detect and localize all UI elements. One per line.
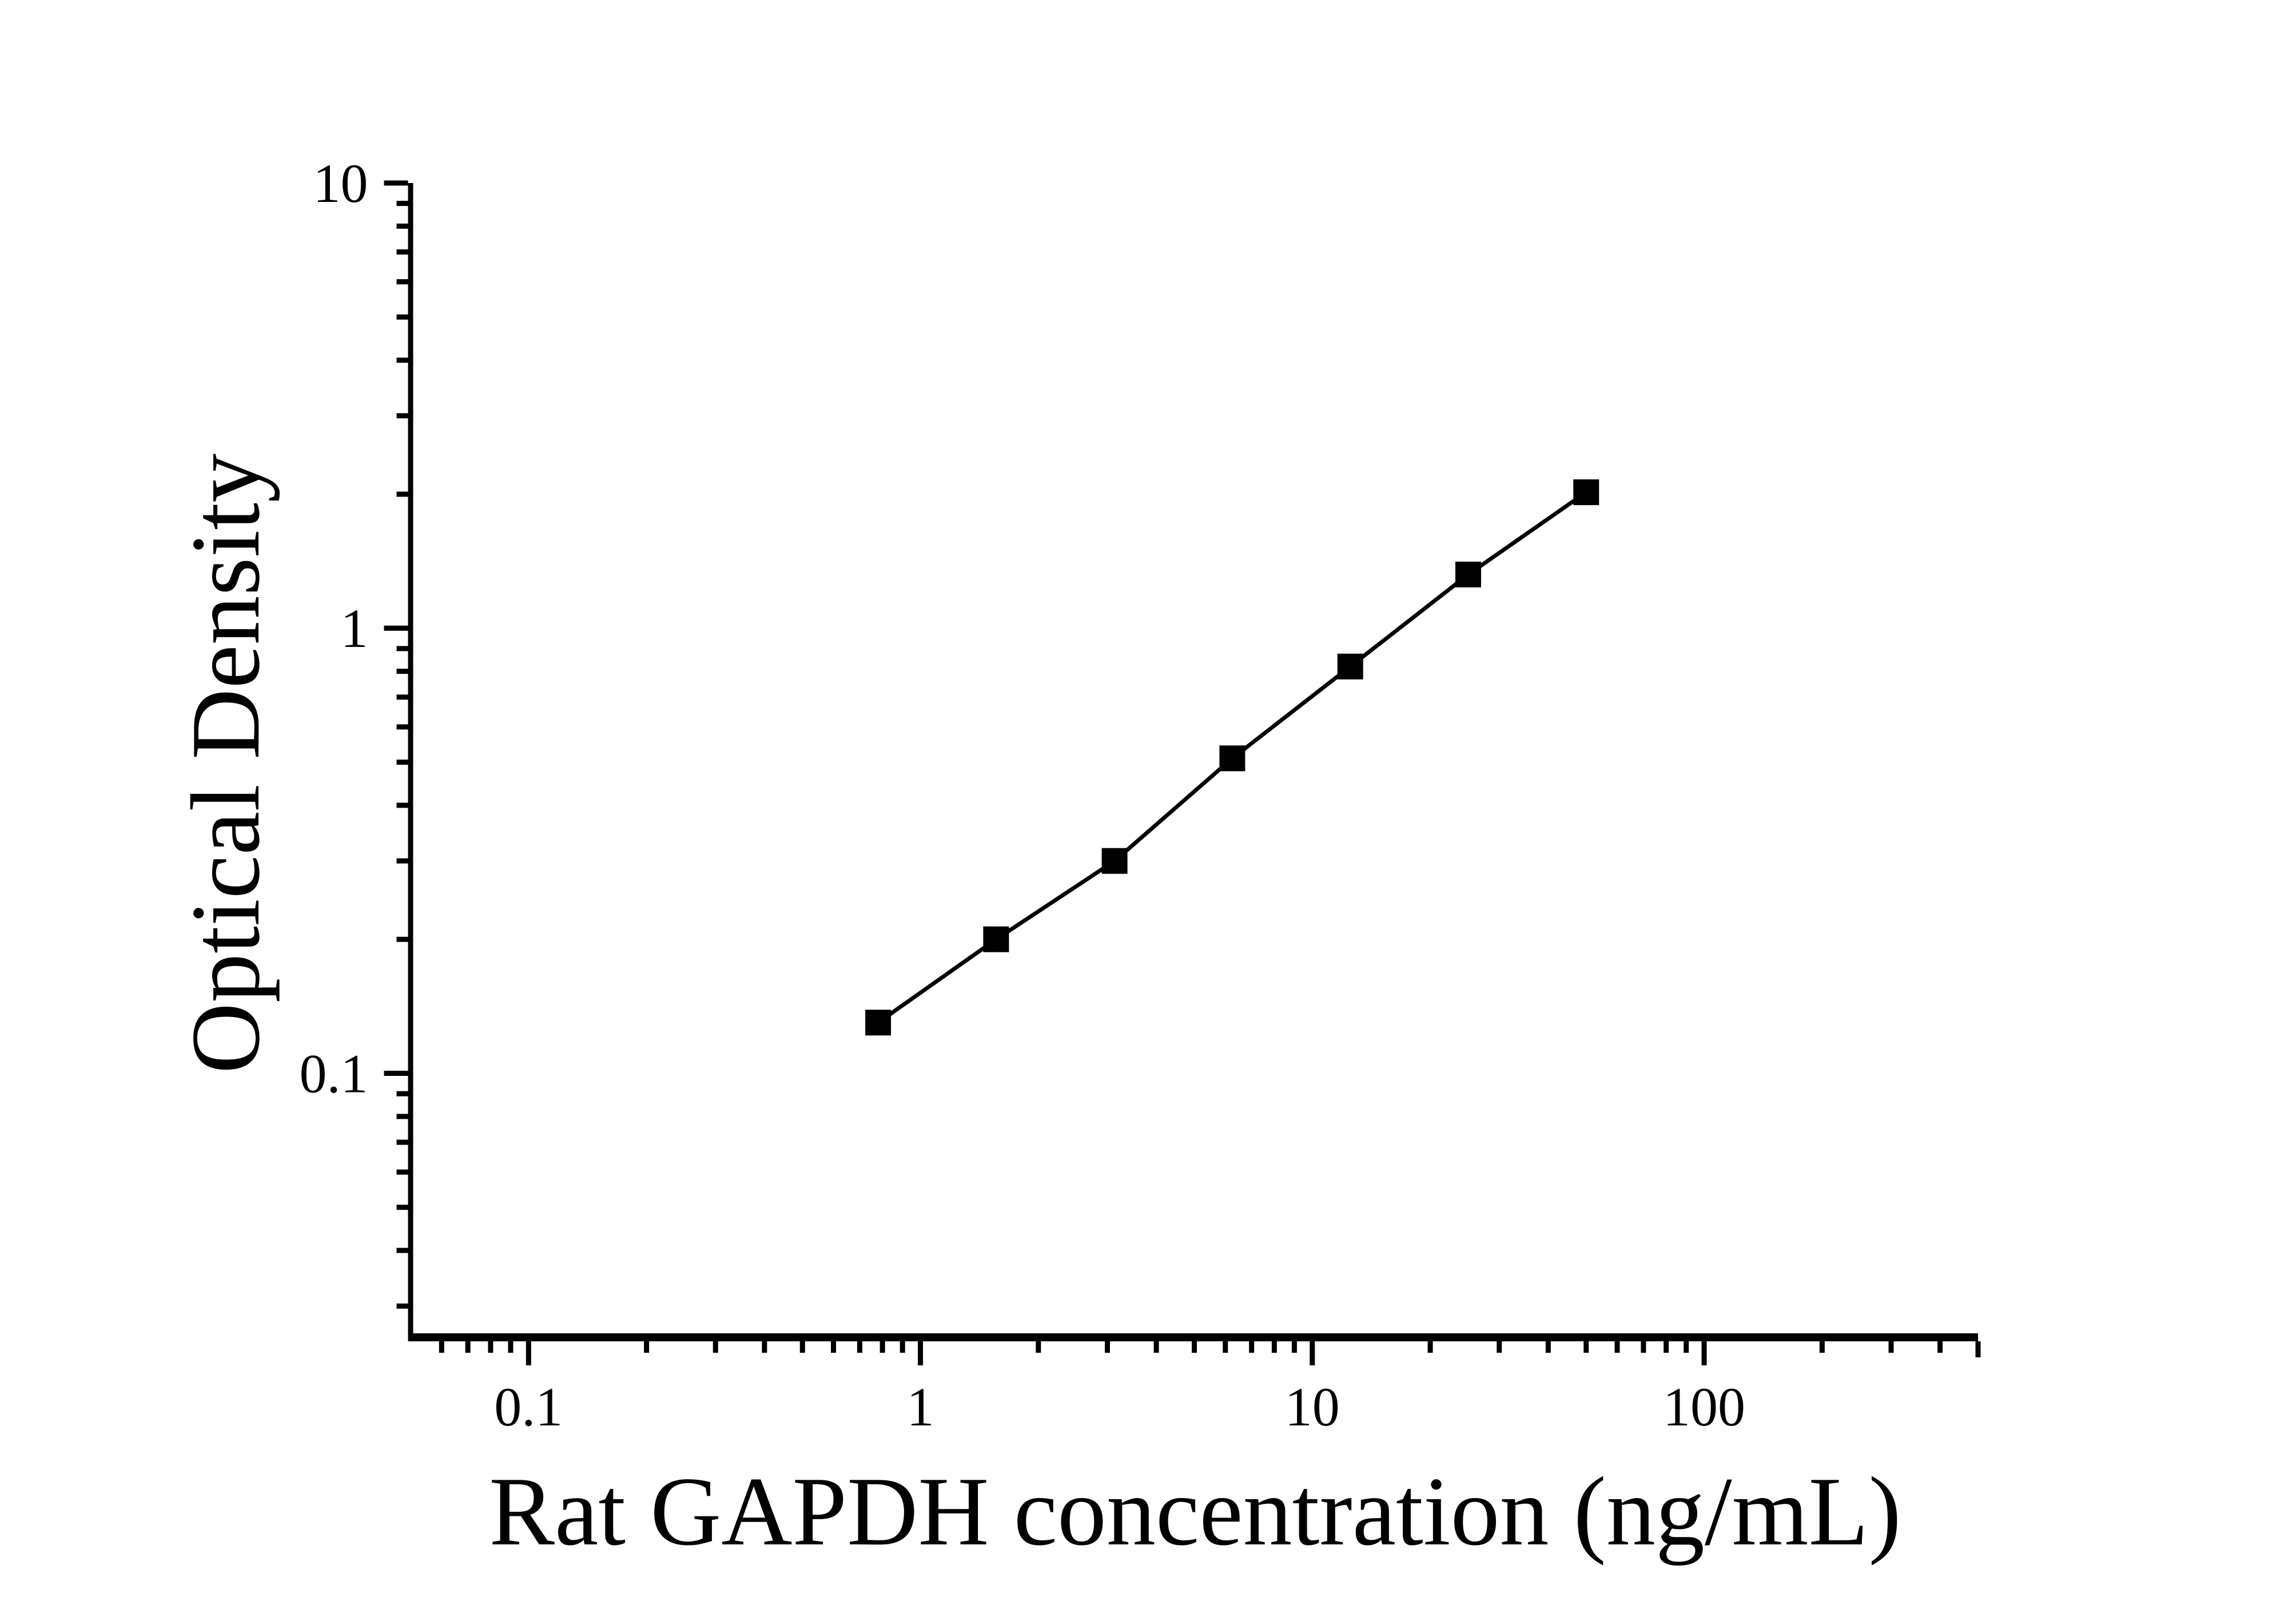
y-tick-label: 10 (313, 153, 368, 214)
x-axis (408, 1333, 1981, 1365)
data-point-marker (1455, 561, 1481, 587)
data-point-marker (1573, 479, 1599, 506)
y-axis (384, 180, 413, 1341)
y-axis-title: Optical Density (172, 454, 280, 1074)
x-tick-label: 10 (1285, 1376, 1340, 1437)
data-series (865, 479, 1599, 1036)
data-point-marker (1219, 745, 1246, 772)
x-axis-tick-labels: 0.1 1 10 100 (494, 1376, 1745, 1437)
plot-area: 10 1 0.1 0.1 1 10 100 (300, 153, 1981, 1437)
x-tick-label: 0.1 (494, 1376, 563, 1437)
data-point-marker (983, 926, 1009, 952)
x-tick-label: 1 (907, 1376, 934, 1437)
y-tick-label: 0.1 (300, 1043, 368, 1104)
data-point-marker (865, 1010, 892, 1036)
data-point-marker (1101, 848, 1128, 874)
y-tick-label: 1 (341, 598, 368, 659)
y-axis-tick-labels: 10 1 0.1 (300, 153, 368, 1104)
x-tick-label: 100 (1663, 1376, 1745, 1437)
data-point-marker (1337, 653, 1363, 680)
x-axis-title: Rat GAPDH concentration (ng/mL) (489, 1457, 1901, 1566)
